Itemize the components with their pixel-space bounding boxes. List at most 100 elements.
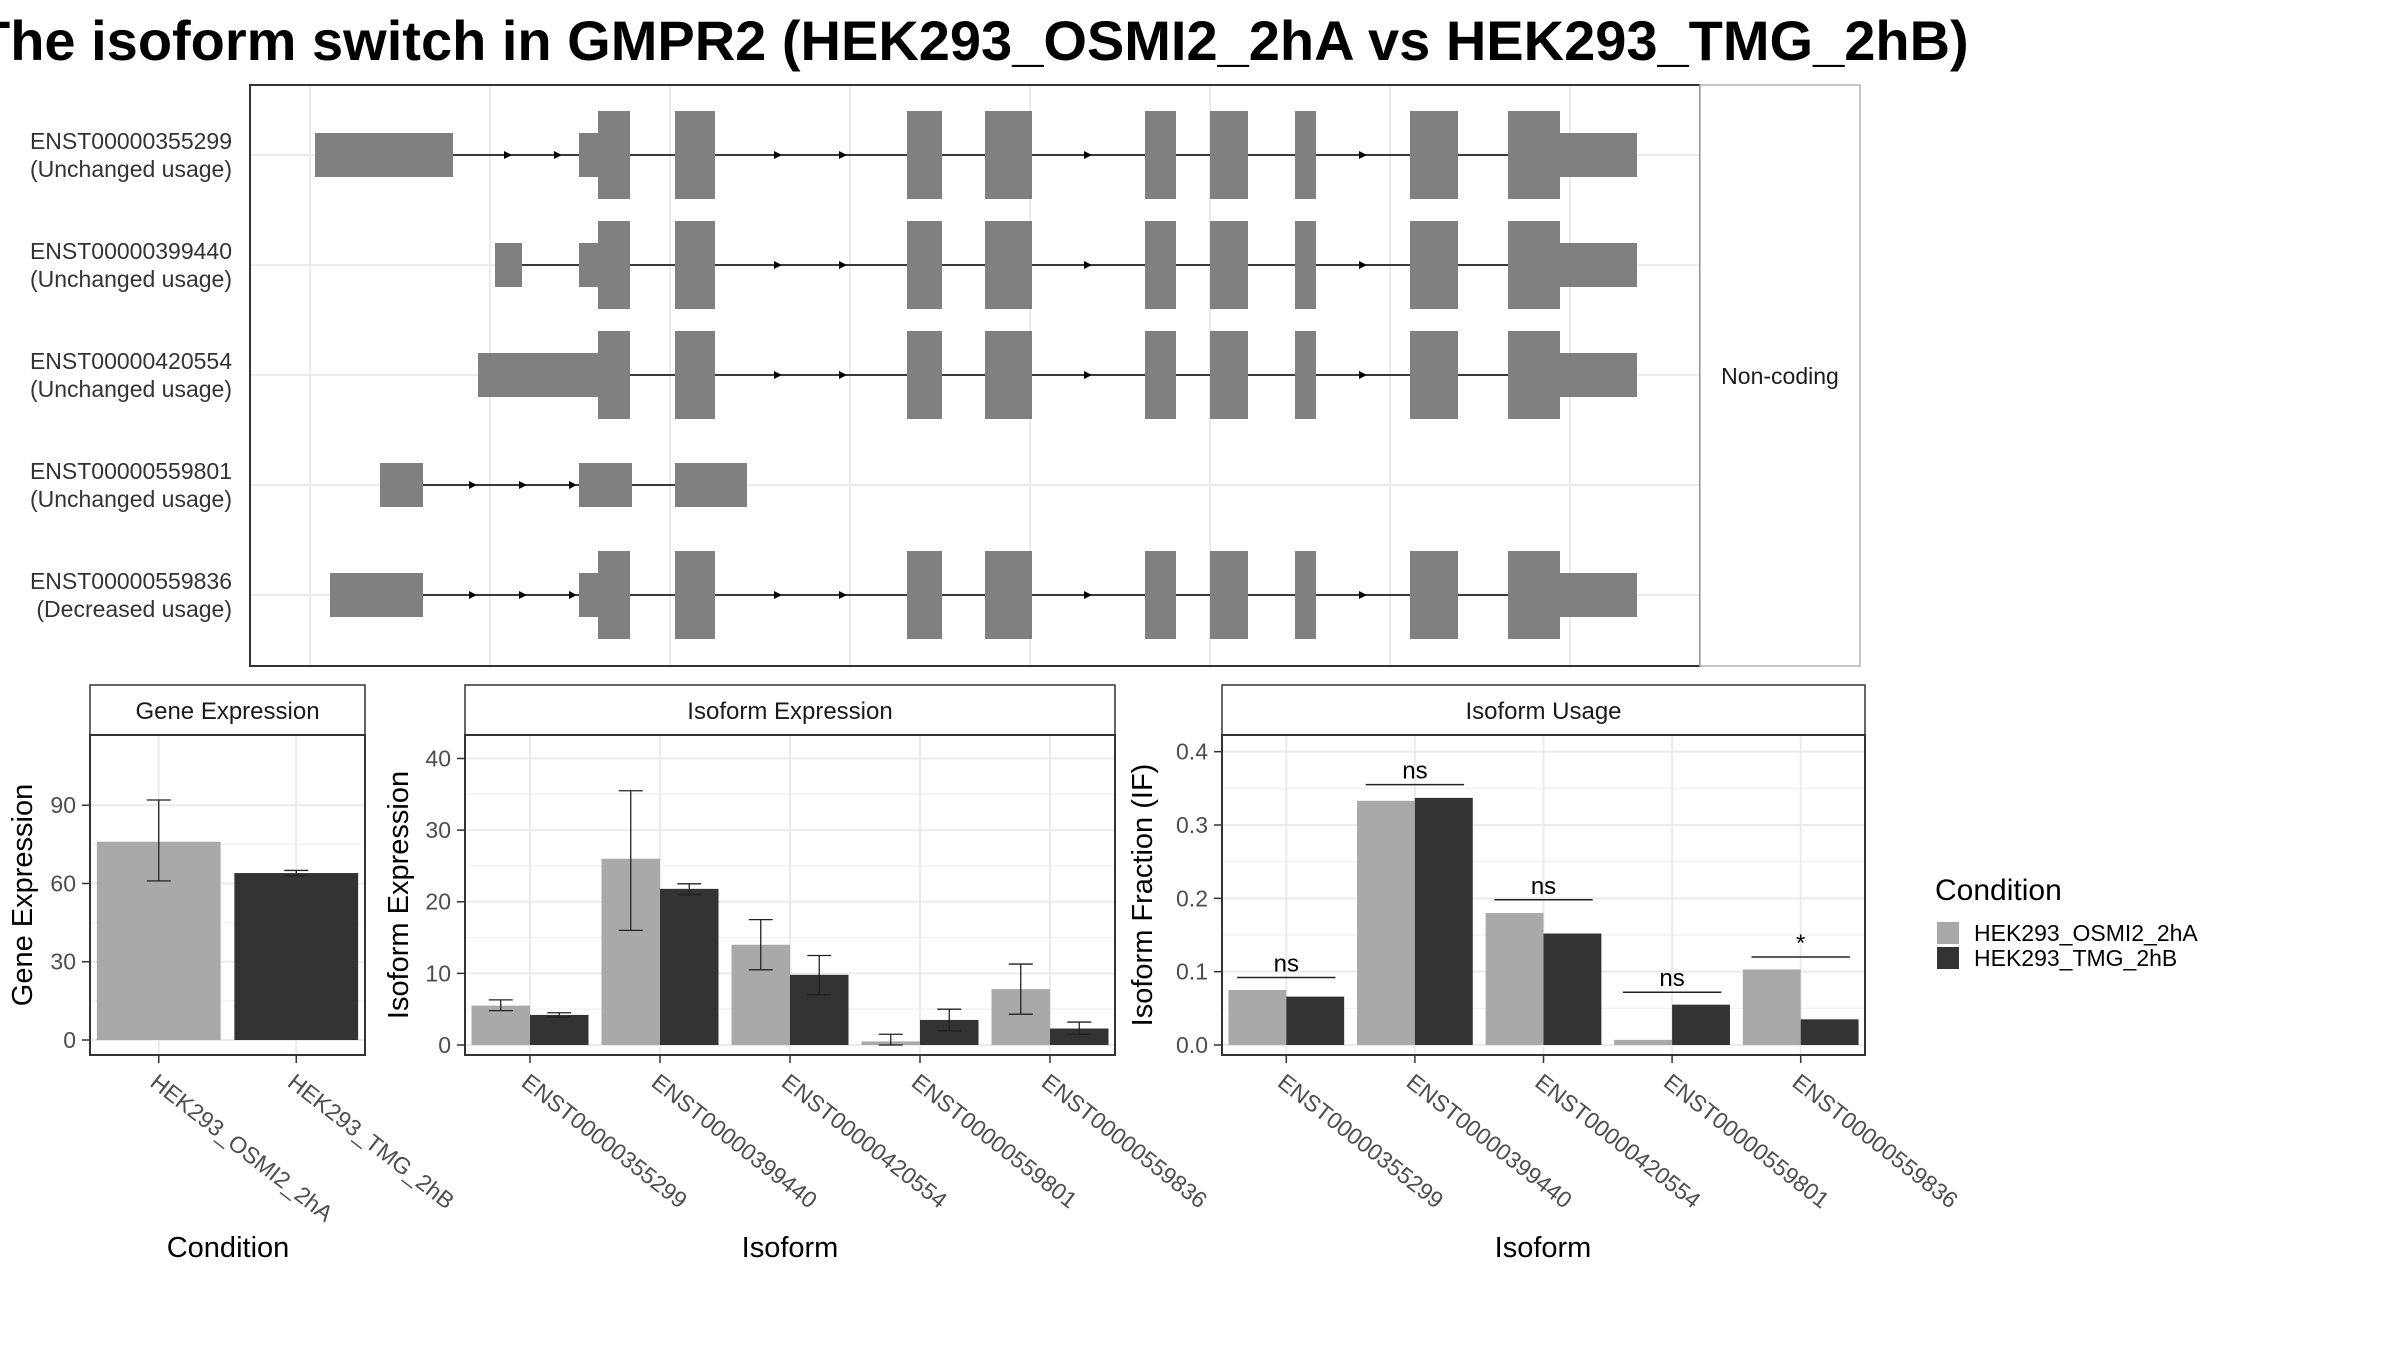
coding-exon	[598, 221, 630, 309]
x-axis-label: Isoform	[1495, 1232, 1592, 1264]
intron-direction-arrow	[519, 591, 527, 599]
intron-direction-arrow	[569, 591, 577, 599]
coding-exon	[1145, 331, 1176, 419]
coding-exon	[985, 111, 1032, 199]
significance-label: ns	[1531, 873, 1556, 900]
transcript-id-label: ENST00000399440	[30, 238, 232, 264]
coding-exon	[985, 331, 1032, 419]
coding-exon	[1145, 221, 1176, 309]
y-tick-label: 0	[438, 1032, 451, 1058]
bar	[1485, 913, 1544, 1045]
transcript-status-label: (Unchanged usage)	[30, 266, 232, 292]
bar	[1614, 1039, 1673, 1045]
y-tick-label: 30	[425, 817, 451, 843]
bar	[1742, 969, 1801, 1045]
transcript-status-label: (Unchanged usage)	[30, 486, 232, 512]
bar	[1357, 800, 1415, 1045]
intron-direction-arrow	[1084, 591, 1092, 599]
coding-exon	[1145, 111, 1176, 199]
y-tick-label: 60	[50, 870, 76, 896]
y-tick-label: 20	[425, 889, 451, 915]
utr-exon	[579, 573, 598, 617]
coding-exon	[1145, 551, 1176, 639]
coding-exon	[675, 331, 715, 419]
y-axis-label: Isoform Fraction (IF)	[1127, 764, 1159, 1027]
coding-exon	[1295, 551, 1316, 639]
transcript-status-label: (Unchanged usage)	[30, 156, 232, 182]
coding-exon	[907, 111, 942, 199]
coding-exon	[675, 551, 715, 639]
coding-exon	[1295, 331, 1316, 419]
intron-direction-arrow	[839, 591, 847, 599]
coding-exon	[598, 111, 630, 199]
intron-direction-arrow	[504, 151, 512, 159]
transcript-status-label: (Unchanged usage)	[30, 376, 232, 402]
y-axis-label: Isoform Expression	[383, 771, 415, 1019]
plot-border	[89, 734, 366, 1056]
legend-item-label: HEK293_TMG_2hB	[1974, 945, 2177, 971]
transcript-status-label: (Decreased usage)	[36, 596, 232, 622]
intron-direction-arrow	[469, 591, 477, 599]
chart-title: The isoform switch in GMPR2 (HEK293_OSMI…	[0, 9, 1969, 72]
intron-direction-arrow	[519, 481, 527, 489]
bar	[1543, 933, 1602, 1045]
significance-label: *	[1796, 930, 1805, 957]
coding-exon	[598, 551, 630, 639]
coding-exon	[1410, 221, 1458, 309]
coding-exon	[907, 551, 942, 639]
bar	[1228, 990, 1287, 1045]
coding-exon	[1508, 551, 1560, 639]
bar	[1286, 996, 1345, 1045]
plot-border	[1221, 734, 1866, 1056]
y-tick-label: 30	[50, 949, 76, 975]
intron-direction-arrow	[1359, 371, 1367, 379]
bar	[660, 888, 719, 1045]
coding-exon	[675, 221, 715, 309]
bar	[530, 1014, 589, 1045]
utr-exon	[1560, 353, 1637, 397]
panel-title: Gene Expression	[135, 698, 319, 725]
significance-label: ns	[1402, 758, 1427, 785]
utr-exon	[315, 133, 453, 177]
coding-exon	[1508, 221, 1560, 309]
coding-exon	[1508, 331, 1560, 419]
utr-exon	[495, 243, 522, 287]
intron-direction-arrow	[774, 151, 782, 159]
panel-strip	[89, 684, 366, 736]
y-axis-label: Gene Expression	[7, 784, 39, 1006]
intron-direction-arrow	[469, 481, 477, 489]
coding-exon	[1210, 221, 1248, 309]
intron-direction-arrow	[774, 591, 782, 599]
panel-strip	[1221, 684, 1866, 736]
y-tick-label: 0.3	[1176, 812, 1208, 838]
legend-title: Condition	[1935, 874, 2062, 907]
y-tick-label: 0.2	[1176, 885, 1208, 911]
bar	[234, 873, 359, 1040]
utr-exon	[579, 243, 598, 287]
intron-direction-arrow	[1084, 261, 1092, 269]
transcript-id-label: ENST00000559801	[30, 458, 232, 484]
utr-exon	[380, 463, 423, 507]
x-axis-label: Condition	[167, 1232, 290, 1264]
intron-direction-arrow	[569, 481, 577, 489]
coding-exon	[1508, 111, 1560, 199]
bar	[1672, 1004, 1730, 1045]
coding-exon	[985, 551, 1032, 639]
intron-direction-arrow	[839, 261, 847, 269]
coding-exon	[1410, 111, 1458, 199]
structure-strip-box	[1699, 84, 1861, 667]
legend-item-label: HEK293_OSMI2_2hA	[1974, 920, 2198, 946]
structure-strip-label: Non-coding	[1721, 363, 1839, 389]
y-tick-label: 10	[425, 960, 451, 986]
coding-exon	[1210, 331, 1248, 419]
utr-exon	[1560, 573, 1637, 617]
y-tick-label: 0.0	[1176, 1032, 1208, 1058]
coding-exon	[1295, 111, 1316, 199]
panel-title: Isoform Usage	[1465, 698, 1621, 725]
y-tick-label: 40	[425, 745, 451, 771]
coding-exon	[907, 331, 942, 419]
coding-exon	[1410, 551, 1458, 639]
legend-swatch	[1937, 922, 1959, 944]
intron-direction-arrow	[1084, 151, 1092, 159]
intron-direction-arrow	[1359, 261, 1367, 269]
